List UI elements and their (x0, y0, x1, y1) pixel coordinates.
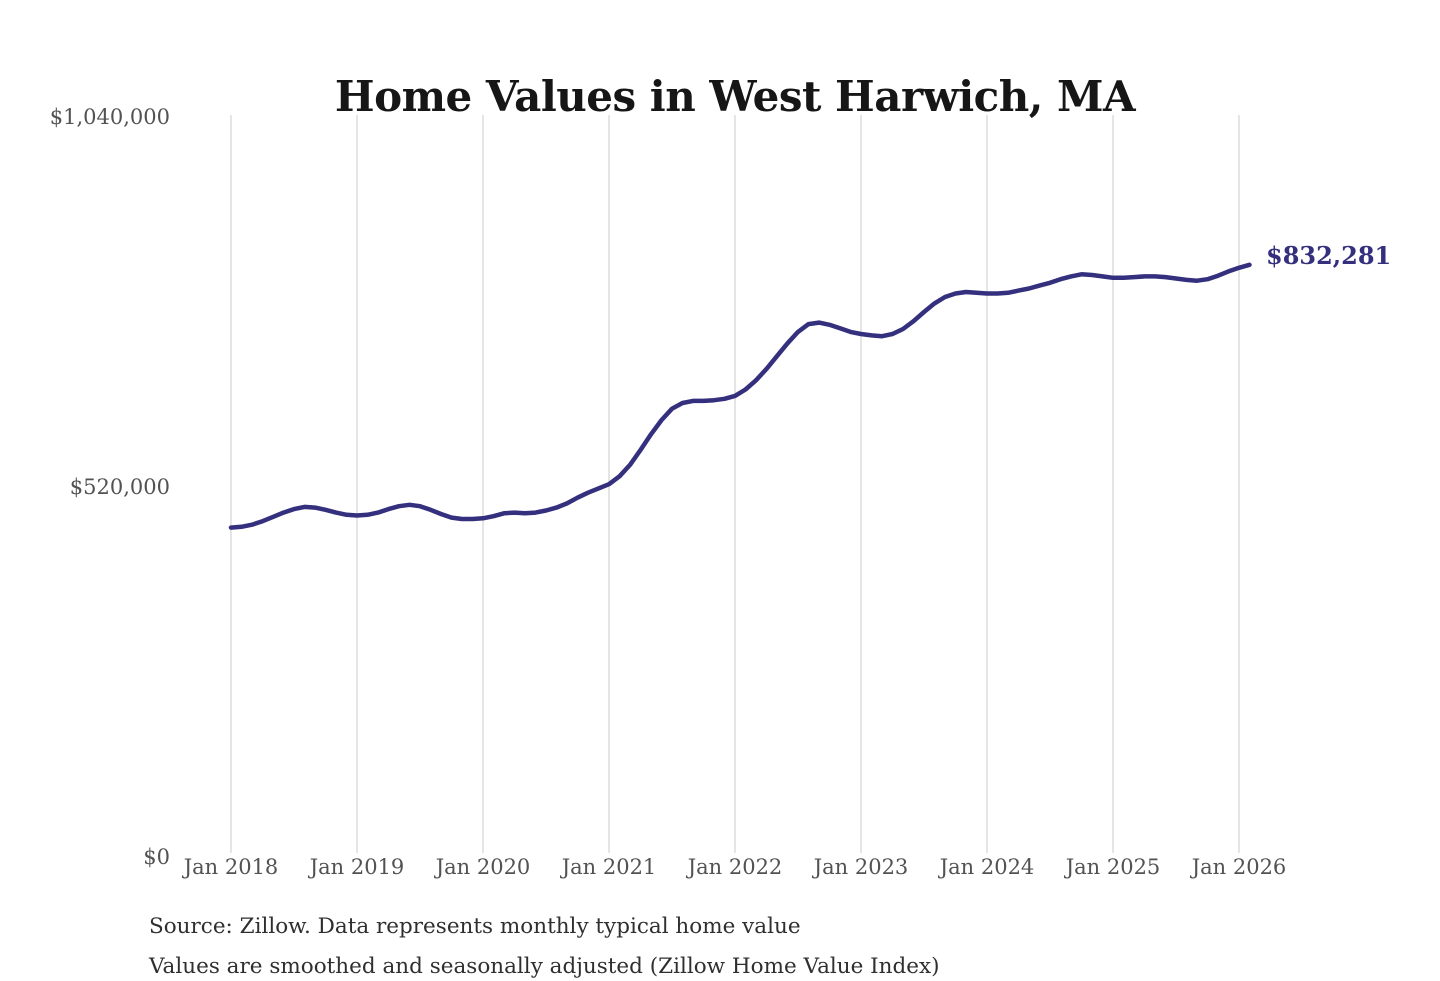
x-tick-label: Jan 2020 (435, 855, 531, 879)
x-tick-label: Jan 2019 (309, 855, 405, 879)
y-tick-label: $0 (143, 845, 170, 869)
x-tick-label: Jan 2025 (1065, 855, 1161, 879)
x-tick-label: Jan 2026 (1191, 855, 1287, 879)
y-tick-label: $1,040,000 (49, 105, 170, 129)
source-caption: Source: Zillow. Data represents monthly … (149, 914, 801, 939)
page-title: Home Values in West Harwich, MA (334, 72, 1136, 122)
x-tick-label: Jan 2021 (561, 855, 657, 879)
x-tick-label: Jan 2022 (687, 855, 783, 879)
x-tick-label: Jan 2024 (939, 855, 1035, 879)
y-tick-label: $520,000 (69, 475, 170, 499)
final-value-label: $832,281 (1266, 240, 1392, 270)
home-value-line (228, 262, 1252, 530)
source-caption-clipped: Values are smoothed and seasonally adjus… (149, 954, 940, 979)
chart-canvas (228, 115, 1252, 853)
x-tick-label: Jan 2023 (813, 855, 909, 879)
x-tick-label: Jan 2018 (183, 855, 279, 879)
chart-page: { "title": "Home Values in West Harwich,… (49, 72, 1392, 979)
